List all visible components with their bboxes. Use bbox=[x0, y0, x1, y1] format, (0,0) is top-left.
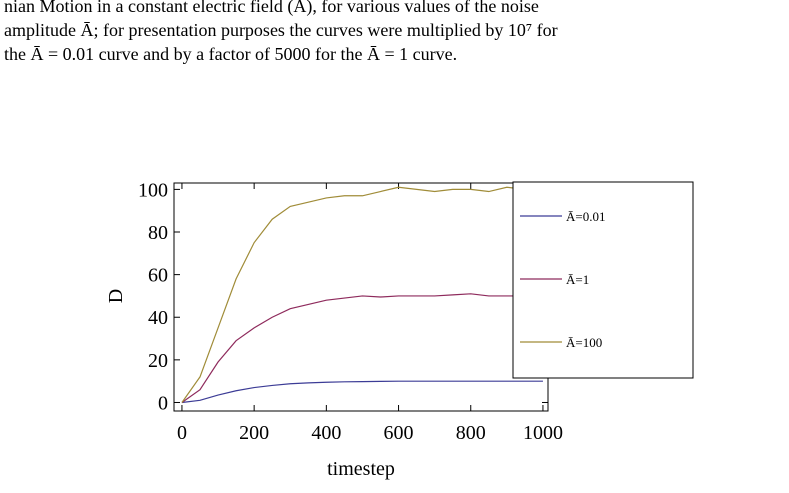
y-tick-label: 100 bbox=[138, 179, 168, 201]
y-tick-label: 20 bbox=[148, 350, 168, 372]
y-tick-label: 80 bbox=[148, 222, 168, 244]
legend-label: Ā=1 bbox=[566, 272, 589, 287]
caption-line: nian Motion in a constant electric field… bbox=[4, 0, 539, 17]
data-line bbox=[181, 293, 543, 403]
y-tick-label: 60 bbox=[148, 265, 168, 287]
legend-label: Ā=0.01 bbox=[566, 209, 605, 224]
data-line bbox=[181, 380, 543, 404]
y-tick-label: 0 bbox=[158, 392, 168, 414]
x-tick-label: 800 bbox=[456, 422, 486, 444]
legend bbox=[512, 181, 694, 379]
x-tick-label: 0 bbox=[177, 422, 187, 444]
data-line bbox=[181, 186, 543, 403]
y-tick-label: 40 bbox=[148, 307, 168, 329]
plot-frame bbox=[173, 182, 549, 412]
x-tick-label: 1000 bbox=[523, 422, 563, 444]
x-tick-label: 600 bbox=[384, 422, 414, 444]
y-axis-label: D bbox=[105, 289, 127, 303]
legend-label: Ā=100 bbox=[566, 335, 602, 350]
x-axis-label: timestep bbox=[327, 458, 395, 480]
x-tick-label: 400 bbox=[311, 422, 341, 444]
x-tick-label: 200 bbox=[239, 422, 269, 444]
caption-line: amplitude Ā; for presentation purposes t… bbox=[4, 20, 558, 40]
caption-line: the Ā = 0.01 curve and by a factor of 50… bbox=[4, 44, 457, 64]
